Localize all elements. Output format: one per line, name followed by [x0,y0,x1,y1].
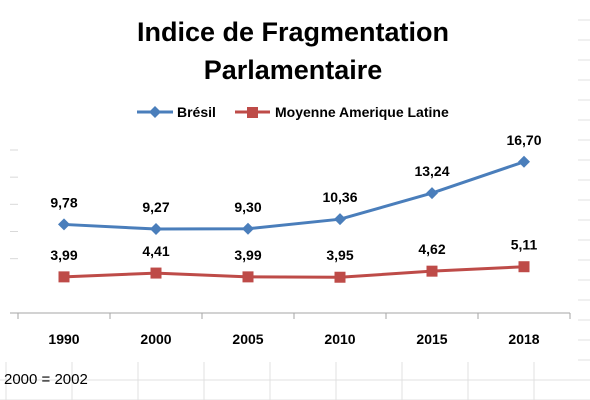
data-label: 3,99 [50,247,77,263]
data-label: 16,70 [506,132,541,148]
legend: Brésil Moyenne Amerique Latine [137,104,449,120]
x-tick-label: 2000 [140,331,171,347]
data-label: 4,41 [142,243,169,259]
data-label: 13,24 [414,163,449,179]
data-point-square [242,271,254,283]
data-label: 9,27 [142,199,169,215]
x-tick-label: 1990 [48,331,79,347]
series-line-1 [63,265,525,279]
data-point-diamond [334,213,346,226]
series-line-0 [63,160,525,231]
data-point-diamond [242,222,254,235]
x-tick-label: 2005 [232,331,263,347]
legend-marker-moyenne [247,107,258,118]
data-label: 5,11 [511,237,538,253]
data-point-square [426,265,438,277]
data-point-diamond [518,155,530,168]
data-label: 9,30 [234,199,261,215]
data-label: 3,95 [326,247,353,263]
x-tick-label: 2010 [324,331,355,347]
x-tick-label: 2015 [416,331,447,347]
data-label: 9,78 [50,194,77,210]
chart-title-line-1: Indice de Fragmentation [137,17,449,47]
data-point-square [58,271,70,283]
chart-title-line-2: Parlamentaire [204,55,383,85]
data-point-square [334,271,346,283]
data-label: 10,36 [322,189,357,205]
footnote: 2000 = 2002 [4,371,88,388]
plot-area: 1990 2000 2005 2010 2015 2018 9,78 9,27 9,30 10,3… [10,132,571,347]
data-point-diamond [150,223,162,236]
data-label: 4,62 [418,241,445,257]
legend-label-moyenne: Moyenne Amerique Latine [275,104,449,120]
data-point-square [150,267,162,279]
data-point-diamond [58,218,70,231]
data-label: 3,99 [234,247,261,263]
legend-marker-bresil [149,106,161,118]
x-tick-label: 2018 [508,331,539,347]
chart-area [0,0,578,362]
data-point-square [518,261,530,273]
legend-label-bresil: Brésil [177,104,216,120]
data-point-diamond [426,187,438,200]
